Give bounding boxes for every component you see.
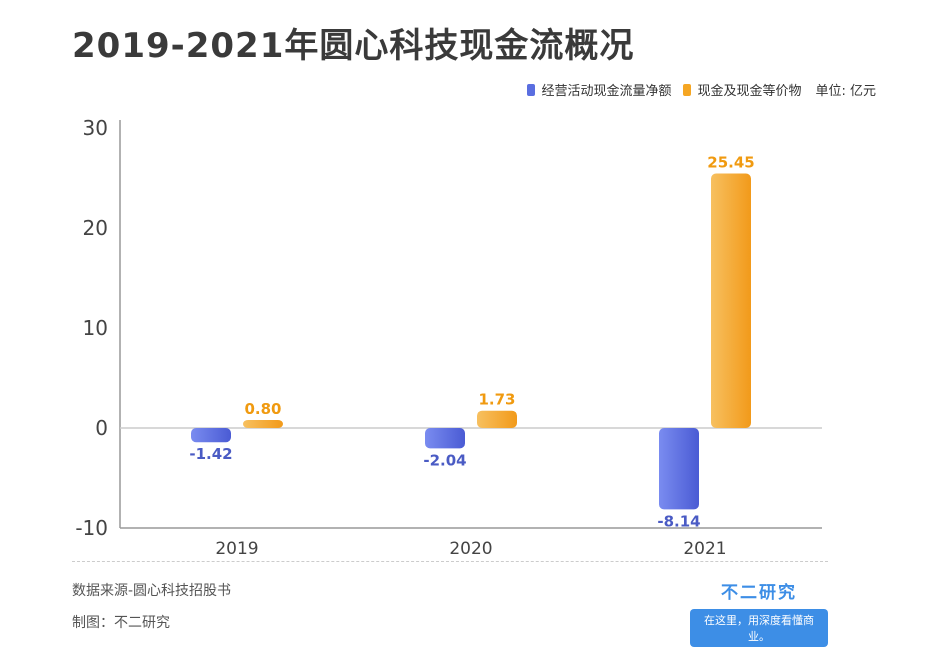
bar-operating-cashflow-2020	[425, 428, 465, 449]
bar-chart: 30 20 10 0 -10 2019 -1.42 0.80 2020 -2.04 1.73 2021…	[75, 116, 822, 559]
legend-swatch-operating-cashflow	[527, 83, 536, 96]
data-label-operating-cashflow-2020: -2.04	[423, 451, 466, 469]
legend-swatch-cash-equivalents	[683, 83, 692, 96]
x-tick-label: 2021	[683, 539, 726, 559]
y-tick-label: 10	[83, 316, 108, 340]
y-tick-label: 30	[83, 116, 108, 140]
footer-divider	[72, 561, 828, 562]
x-tick-label: 2019	[215, 539, 258, 559]
legend-item-operating-cashflow: 经营活动现金流量净额	[527, 80, 671, 99]
chart-title: 2019-2021年圆心科技现金流概况	[72, 26, 635, 66]
data-label-cash-equivalents-2019: 0.80	[244, 400, 281, 418]
legend-label-operating-cashflow: 经营活动现金流量净额	[541, 84, 672, 99]
data-label-cash-equivalents-2020: 1.73	[478, 391, 515, 409]
unit-label: 单位: 亿元	[815, 84, 876, 99]
data-source: 数据来源-圆心科技招股书	[72, 583, 232, 599]
y-tick-label: 20	[83, 216, 108, 240]
data-label-operating-cashflow-2021: -8.14	[657, 512, 700, 530]
bar-operating-cashflow-2021	[659, 428, 699, 510]
chart-maker: 制图：不二研究	[72, 615, 170, 631]
data-label-cash-equivalents-2021: 25.45	[707, 154, 754, 172]
x-tick-label: 2020	[449, 539, 492, 559]
legend-label-cash-equivalents: 现金及现金等价物	[697, 84, 802, 99]
legend-item-cash-equivalents: 现金及现金等价物	[683, 80, 801, 99]
brand-slogan: 在这里，用深度看懂商业。	[690, 609, 828, 647]
bar-cash-equivalents-2020	[477, 410, 517, 428]
brand-name: 不二研究	[721, 583, 797, 603]
legend: 经营活动现金流量净额 现金及现金等价物 单位: 亿元	[515, 80, 876, 99]
brand-badge: 不二研究 在这里，用深度看懂商业。	[690, 578, 828, 647]
bar-cash-equivalents-2019	[243, 420, 283, 428]
bar-operating-cashflow-2019	[191, 428, 231, 443]
data-label-operating-cashflow-2019: -1.42	[189, 445, 232, 463]
y-tick-label: -10	[75, 516, 108, 540]
y-tick-label: 0	[95, 416, 108, 440]
bar-cash-equivalents-2021	[711, 173, 751, 428]
